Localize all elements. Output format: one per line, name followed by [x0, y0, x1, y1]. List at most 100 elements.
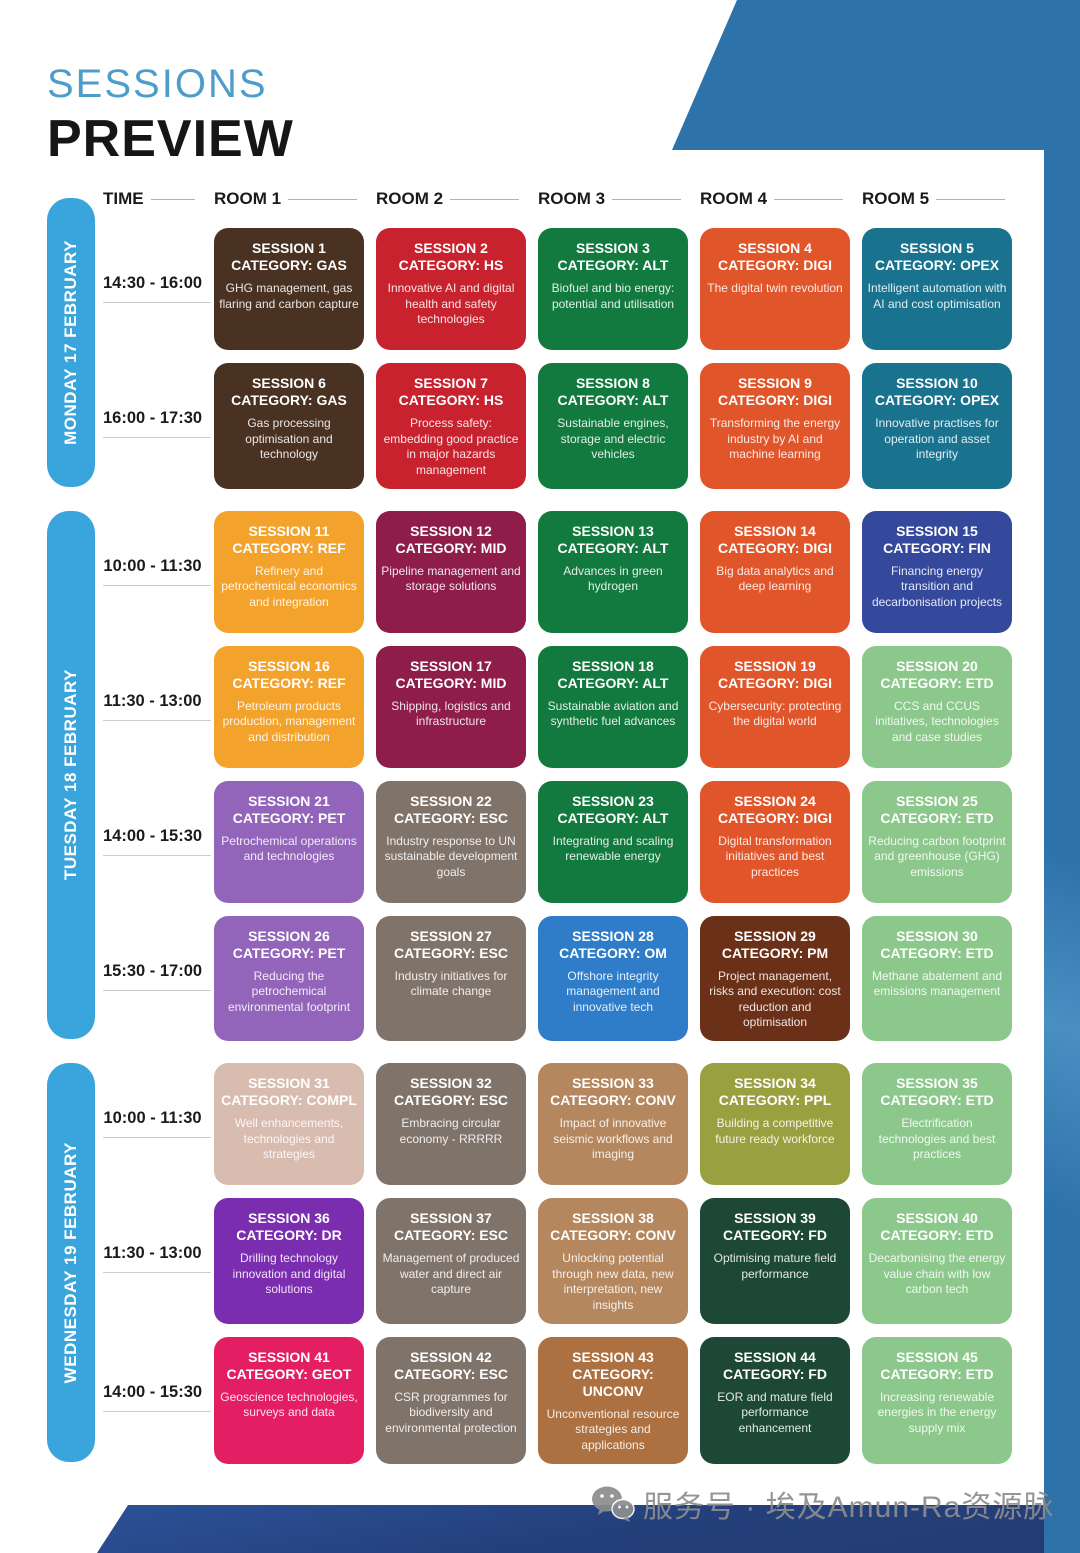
session-description: Drilling technology innovation and digit…: [232, 1251, 346, 1297]
session-number: SESSION 42: [410, 1348, 492, 1365]
time-cell: 10:00 - 11:30: [103, 511, 211, 633]
session-card: SESSION 29 CATEGORY: PM Project management…: [700, 915, 850, 1042]
session-card: SESSION 33 CATEGORY: CONV Impact of innova…: [538, 1063, 688, 1186]
session-description: Innovative practises for operation and a…: [875, 416, 999, 462]
session-card: SESSION 14 CATEGORY: DIGI Big data analyti…: [700, 510, 850, 633]
session-card: SESSION 24 CATEGORY: DIGI Digital transfor…: [700, 780, 850, 903]
session-category: CATEGORY: ESC: [393, 944, 509, 961]
session-number: SESSION 4: [738, 240, 812, 256]
session-card: SESSION 30 CATEGORY: ETD Methane abatement…: [862, 915, 1012, 1042]
session-card: SESSION 13 CATEGORY: ALT Advances in green…: [538, 510, 688, 633]
session-card: SESSION 26 CATEGORY: PET Reducing the petr…: [214, 915, 364, 1042]
session-card: SESSION 1 CATEGORY: GAS GHG management, ga…: [214, 228, 364, 350]
session-category: CATEGORY: HS: [398, 257, 504, 274]
time-rule: [103, 989, 211, 991]
session-number: SESSION 7: [414, 375, 488, 391]
session-category: CATEGORY: ETD: [880, 1227, 994, 1244]
session-description: Petrochemical operations and technologie…: [221, 833, 357, 864]
session-description: Electrification technologies and best pr…: [878, 1116, 996, 1162]
session-category: CATEGORY: ETD: [880, 1092, 994, 1109]
session-category: CATEGORY: OPEX: [874, 392, 1000, 409]
session-row: 15:30 - 17:00 SESSION 26 CATEGORY: PET Redu…: [103, 915, 1017, 1042]
session-category: CATEGORY: ETD: [880, 944, 994, 961]
bottom-band: [97, 1505, 1080, 1553]
session-description: Unconventional resource strategies and a…: [546, 1406, 680, 1453]
session-category: CATEGORY: ALT: [557, 674, 669, 691]
session-description: Shipping, logistics and infrastructure: [391, 698, 511, 729]
watermark: 服务号 · 埃及Amun-Ra资源脉: [590, 1482, 1054, 1526]
session-card: SESSION 18 CATEGORY: ALT Sustainable aviat…: [538, 645, 688, 768]
time-rule: [103, 1272, 211, 1274]
session-category: CATEGORY: ESC: [393, 1227, 509, 1244]
time-cell: 14:00 - 15:30: [103, 781, 211, 903]
session-description: Process safety: embedding good practice …: [383, 416, 519, 477]
time-rule: [103, 719, 211, 721]
session-description: Digital transformation initiatives and b…: [718, 833, 832, 879]
page-title: PREVIEW: [47, 110, 294, 168]
time-rule: [103, 302, 211, 303]
session-number: SESSION 38: [572, 1210, 654, 1227]
session-description: Cybersecurity: protecting the digital wo…: [708, 698, 842, 729]
session-card: SESSION 21 CATEGORY: PET Petrochemical ope…: [214, 780, 364, 903]
session-card: SESSION 35 CATEGORY: ETD Electrification t…: [862, 1063, 1012, 1186]
session-card: SESSION 32 CATEGORY: ESC Embracing circula…: [376, 1063, 526, 1186]
session-description: Embracing circular economy - RRRRR: [399, 1116, 503, 1146]
session-category: CATEGORY: ETD: [880, 1365, 994, 1382]
session-category: CATEGORY: ALT: [557, 809, 669, 826]
time-cell: 14:30 - 16:00: [103, 228, 211, 350]
session-row: 14:00 - 15:30 SESSION 21 CATEGORY: PET Petr…: [103, 780, 1017, 903]
session-category: CATEGORY: DR: [236, 1227, 342, 1244]
session-description: Optimising mature field performance: [713, 1251, 837, 1281]
session-description: Intelligent automation with AI and cost …: [867, 281, 1007, 311]
day-label: MONDAY 17 FEBRUARY: [61, 239, 80, 445]
session-category: CATEGORY: ESC: [393, 809, 509, 826]
session-category: CATEGORY: ESC: [393, 1365, 509, 1382]
session-card: SESSION 37 CATEGORY: ESC Management of pro…: [376, 1198, 526, 1324]
session-description: CCS and CCUS initiatives, technologies a…: [875, 698, 999, 744]
session-number: SESSION 33: [572, 1075, 654, 1092]
time-label: 16:00 - 17:30: [103, 409, 203, 427]
session-description: Sustainable engines, storage and electri…: [557, 416, 669, 462]
session-number: SESSION 45: [896, 1348, 978, 1365]
session-description: Pipeline management and storage solution…: [381, 563, 521, 594]
session-card: SESSION 36 CATEGORY: DR Drilling technolog…: [214, 1198, 364, 1324]
session-card: SESSION 10 CATEGORY: OPEX Innovative pract…: [862, 363, 1012, 489]
time-cell: 15:30 - 17:00: [103, 916, 211, 1042]
session-category: CATEGORY: OPEX: [874, 257, 1000, 274]
session-rows: 10:00 - 11:30 SESSION 11 CATEGORY: REF Refi…: [103, 510, 1017, 1042]
session-card: SESSION 40 CATEGORY: ETD Decarbonising the…: [862, 1198, 1012, 1324]
session-number: SESSION 19: [734, 657, 816, 674]
session-row: 10:00 - 11:30 SESSION 11 CATEGORY: REF Refi…: [103, 510, 1017, 633]
session-number: SESSION 2: [414, 240, 488, 256]
session-description: Transforming the energy industry by AI a…: [709, 416, 841, 462]
time-label: 10:00 - 11:30: [103, 1109, 202, 1128]
room-header-label: ROOM 1: [214, 189, 282, 208]
session-number: SESSION 3: [576, 240, 650, 256]
session-card: SESSION 41 CATEGORY: GEOT Geoscience techn…: [214, 1336, 364, 1464]
session-description: Project management, risks and execution:…: [709, 968, 841, 1030]
session-number: SESSION 29: [734, 927, 816, 944]
session-description: Geoscience technologies, surveys and dat…: [220, 1389, 358, 1420]
session-category: CATEGORY: ETD: [880, 809, 994, 826]
session-description: Big data analytics and deep learning: [716, 563, 834, 594]
session-description: Methane abatement and emissions manageme…: [871, 968, 1003, 999]
time-cell: 11:30 - 13:00: [103, 646, 211, 768]
session-number: SESSION 12: [410, 522, 492, 539]
room-column-header: ROOM 2: [376, 189, 526, 209]
session-category: CATEGORY: REF: [232, 539, 346, 556]
room-header-label: ROOM 4: [700, 189, 768, 208]
time-rule: [103, 437, 211, 438]
session-number: SESSION 21: [248, 792, 330, 809]
session-card: SESSION 45 CATEGORY: ETD Increasing renewa…: [862, 1336, 1012, 1464]
session-number: SESSION 36: [248, 1210, 330, 1227]
session-number: SESSION 9: [738, 375, 812, 391]
session-category: CATEGORY: DIGI: [717, 392, 833, 409]
session-number: SESSION 10: [896, 375, 978, 391]
session-card: SESSION 39 CATEGORY: FD Optimising mature …: [700, 1198, 850, 1324]
time-column-header: TIME: [103, 189, 202, 209]
time-rule: [103, 584, 211, 586]
session-number: SESSION 43: [572, 1348, 654, 1365]
time-header-label: TIME: [103, 189, 144, 208]
session-description: Well enhancements, technologies and stra…: [234, 1116, 344, 1162]
